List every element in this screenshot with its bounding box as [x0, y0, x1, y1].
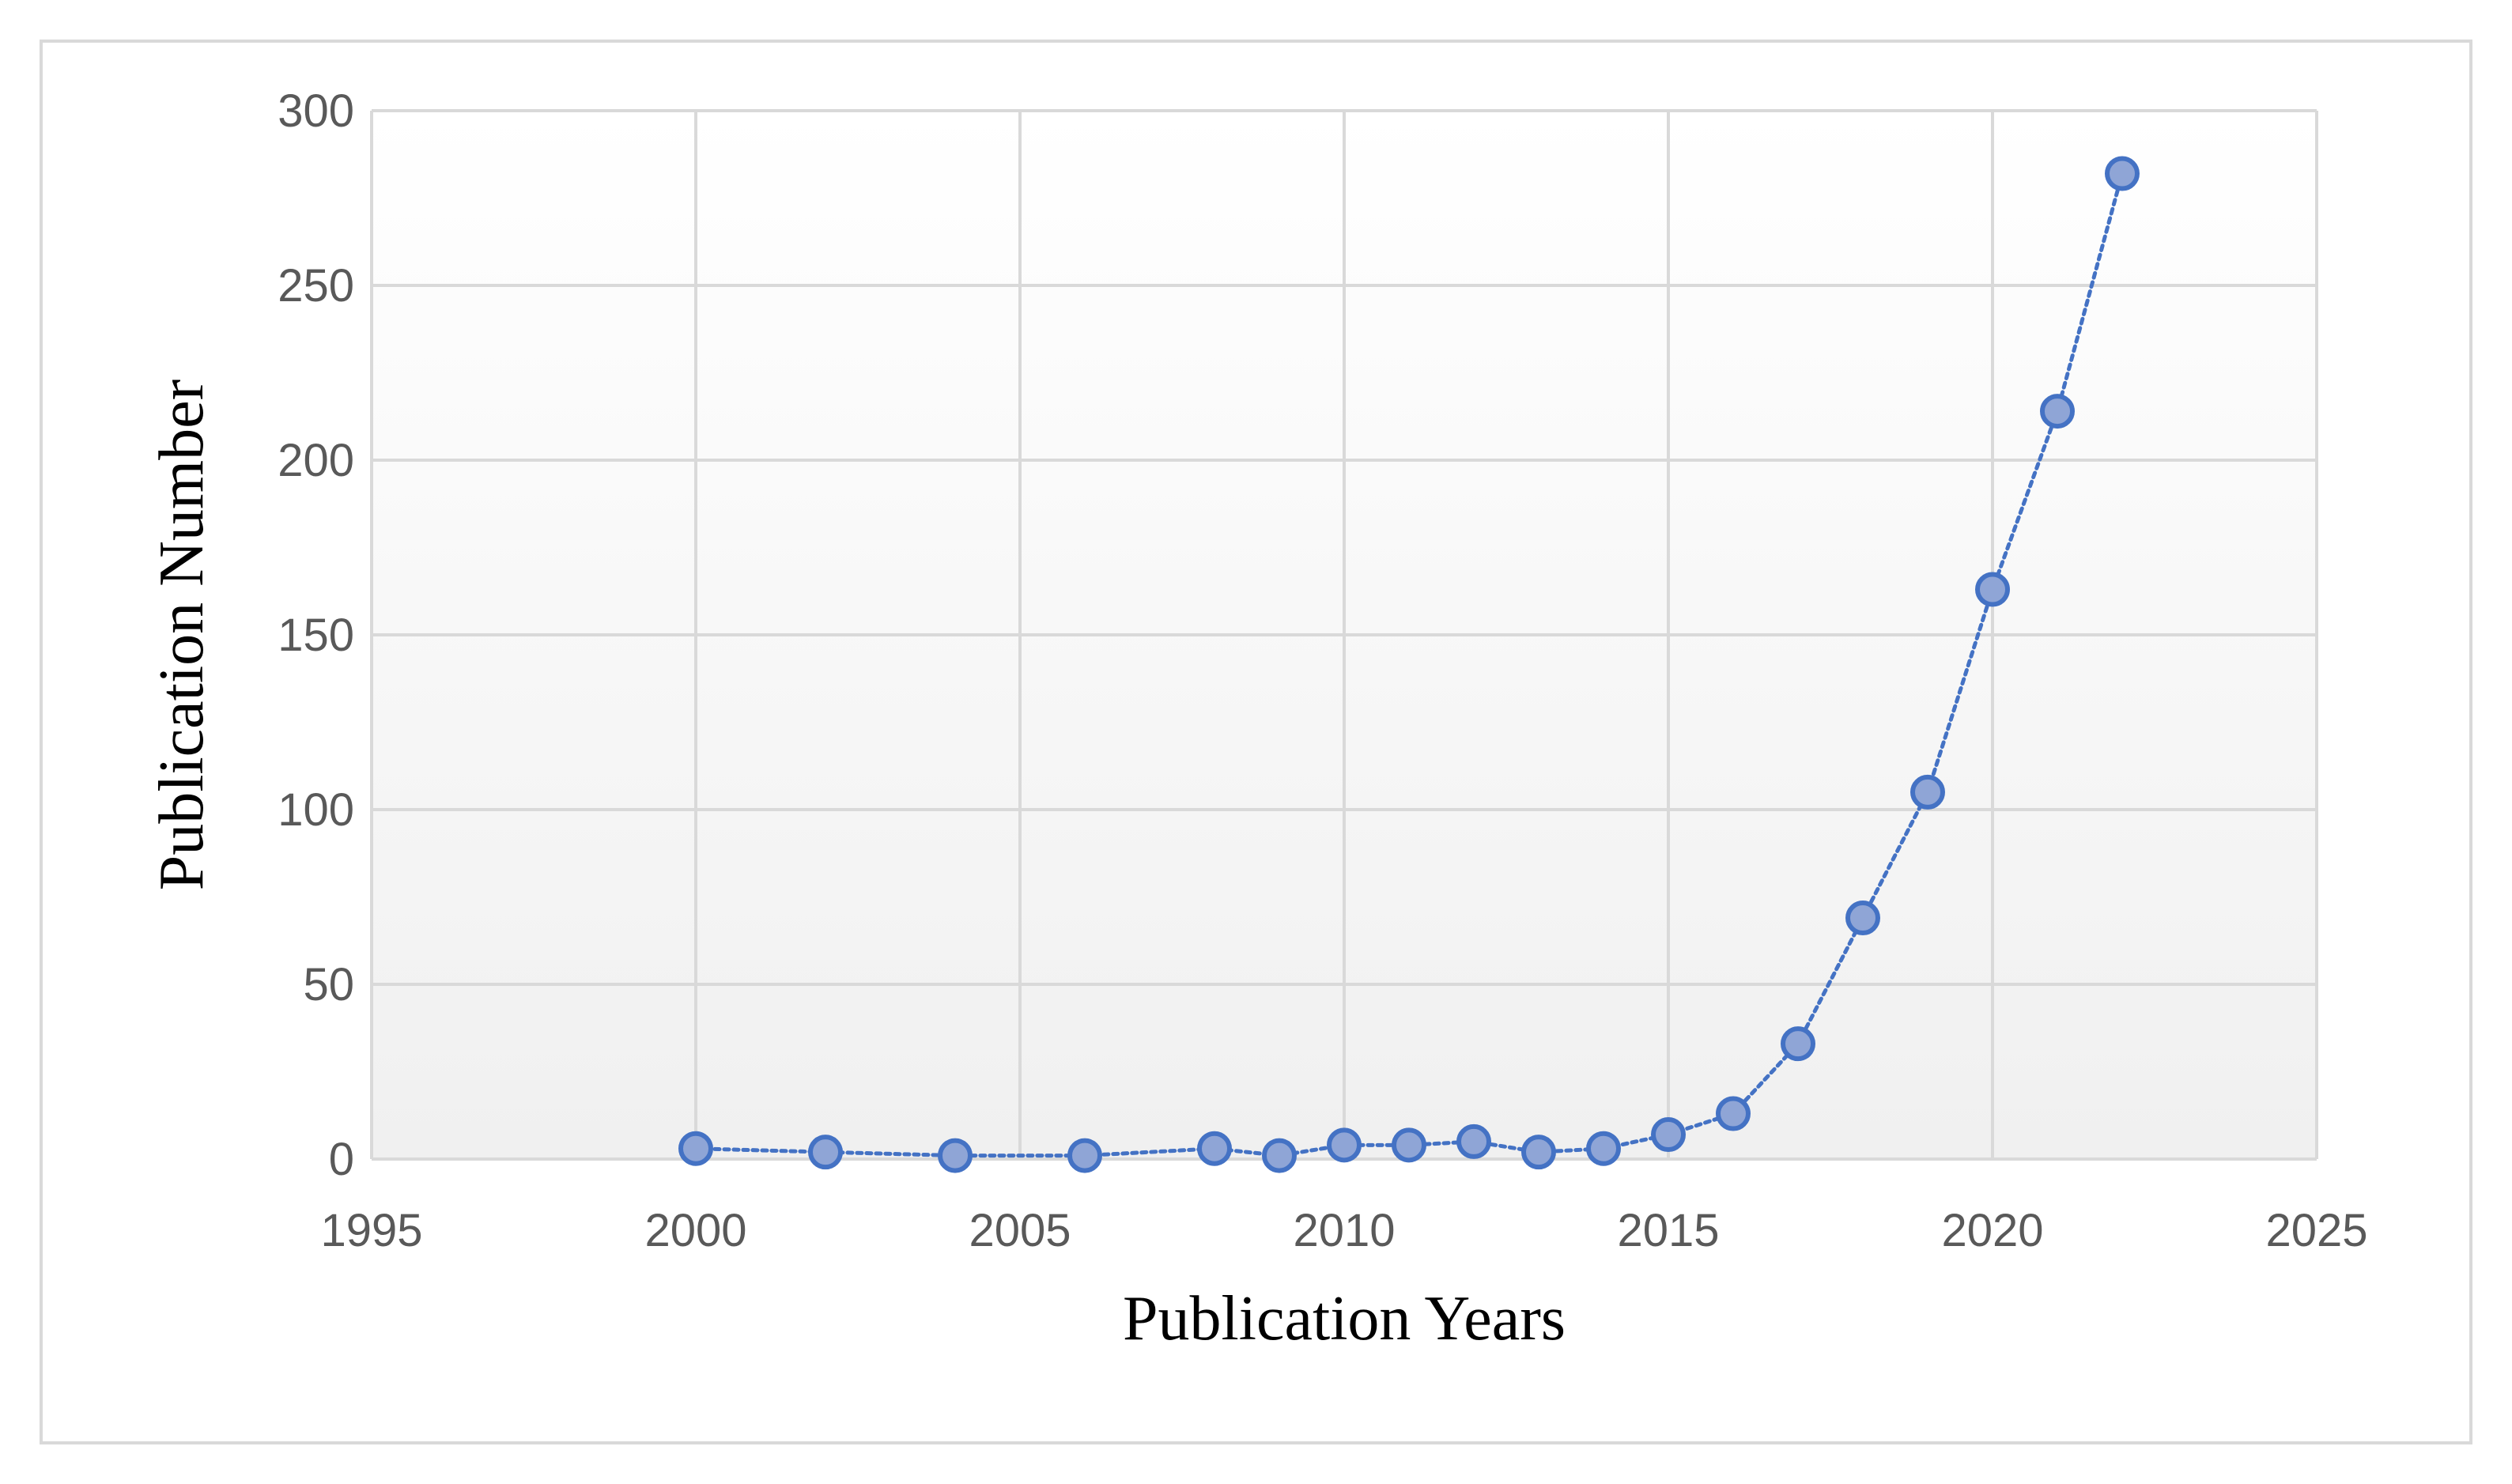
gridlines — [370, 109, 2318, 1161]
data-point — [808, 1135, 843, 1170]
data-point — [1262, 1138, 1297, 1173]
y-tick-label: 0 — [329, 1134, 354, 1185]
data-point — [1975, 572, 2010, 607]
data-point — [938, 1138, 973, 1173]
y-tick-label: 300 — [278, 85, 354, 137]
y-tick-label: 200 — [278, 435, 354, 486]
x-tick-label: 2005 — [969, 1205, 1071, 1256]
data-point — [1651, 1117, 1686, 1153]
data-point — [1456, 1123, 1491, 1159]
y-tick-label: 250 — [278, 260, 354, 312]
x-axis-title: Publication Years — [1123, 1284, 1566, 1354]
data-point — [1197, 1131, 1232, 1166]
y-tick-label: 50 — [303, 959, 354, 1010]
data-point — [1910, 774, 1945, 810]
chart-frame: 0 50 100 150 200 250 300 1995 2000 2005 2010 2015 20… — [40, 40, 2472, 1444]
data-point — [1781, 1026, 1815, 1062]
chart-svg: 0 50 100 150 200 250 300 1995 2000 2005 2010 2015 20… — [147, 85, 2368, 1354]
data-point — [1716, 1096, 1751, 1131]
x-tick-label: 2010 — [1293, 1205, 1395, 1256]
data-point — [1845, 901, 1880, 936]
x-tick-label: 2025 — [2265, 1205, 2367, 1256]
y-tick-label: 150 — [278, 610, 354, 661]
x-tick-label: 1995 — [320, 1205, 422, 1256]
data-point — [1392, 1127, 1426, 1163]
x-tick-label: 2015 — [1617, 1205, 1719, 1256]
data-point — [678, 1131, 713, 1166]
y-axis-title: Publication Number — [147, 379, 217, 891]
data-point — [1067, 1138, 1102, 1173]
data-point — [2105, 156, 2140, 191]
data-point — [1521, 1135, 1556, 1170]
data-point — [2040, 394, 2075, 429]
x-tick-label: 2020 — [1941, 1205, 2043, 1256]
x-tick-label: 2000 — [644, 1205, 746, 1256]
tick-labels: 0 50 100 150 200 250 300 1995 2000 2005 2010 2015 20… — [278, 85, 2367, 1256]
y-tick-label: 100 — [278, 784, 354, 836]
data-point — [1327, 1127, 1362, 1163]
data-point — [1586, 1131, 1621, 1166]
data-series — [678, 156, 2140, 1173]
